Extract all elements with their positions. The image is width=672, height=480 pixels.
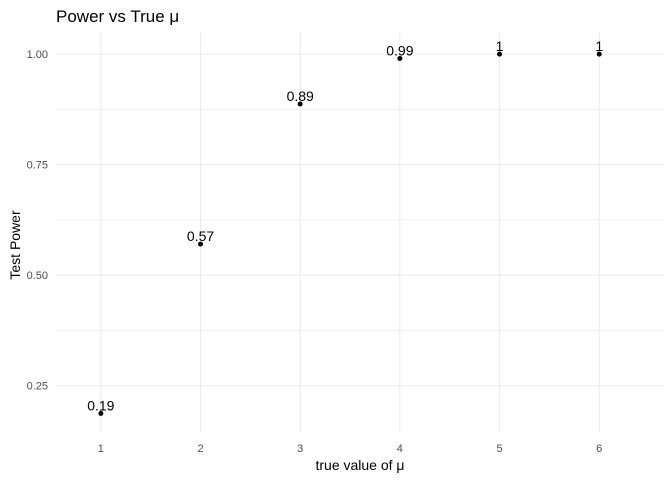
- data-label: 0.19: [87, 397, 114, 413]
- y-tick-label: 1.00: [27, 49, 48, 61]
- x-tick-label: 4: [397, 443, 403, 455]
- data-label: 0.89: [287, 88, 314, 104]
- data-point: [297, 101, 303, 107]
- data-point: [397, 56, 403, 62]
- y-tick-label: 0.75: [27, 160, 48, 172]
- data-points: [98, 51, 602, 416]
- chart-title: Power vs True μ: [56, 7, 179, 26]
- data-label: 0.99: [386, 43, 413, 59]
- x-tick-label: 6: [596, 443, 602, 455]
- data-label: 1: [496, 38, 504, 54]
- y-axis-ticks: 0.25 0.50 0.75 1.00: [27, 49, 48, 392]
- y-tick-label: 0.25: [27, 381, 48, 393]
- data-point: [497, 51, 503, 57]
- data-point: [198, 241, 204, 247]
- x-axis-ticks: 1 2 3 4 5 6: [98, 443, 602, 455]
- grid-lines: [56, 32, 664, 432]
- y-tick-label: 0.50: [27, 270, 48, 282]
- data-label: 1: [595, 38, 603, 54]
- data-labels: 0.19 0.57 0.89 0.99 1 1: [87, 38, 603, 413]
- x-tick-label: 5: [496, 443, 502, 455]
- x-tick-label: 3: [297, 443, 303, 455]
- data-label: 0.57: [187, 228, 214, 244]
- x-axis-title: true value of μ: [315, 457, 404, 473]
- x-tick-label: 2: [197, 443, 203, 455]
- data-point: [596, 51, 602, 57]
- y-axis-title: Test Power: [7, 210, 23, 280]
- data-point: [98, 410, 104, 416]
- x-tick-label: 1: [98, 443, 104, 455]
